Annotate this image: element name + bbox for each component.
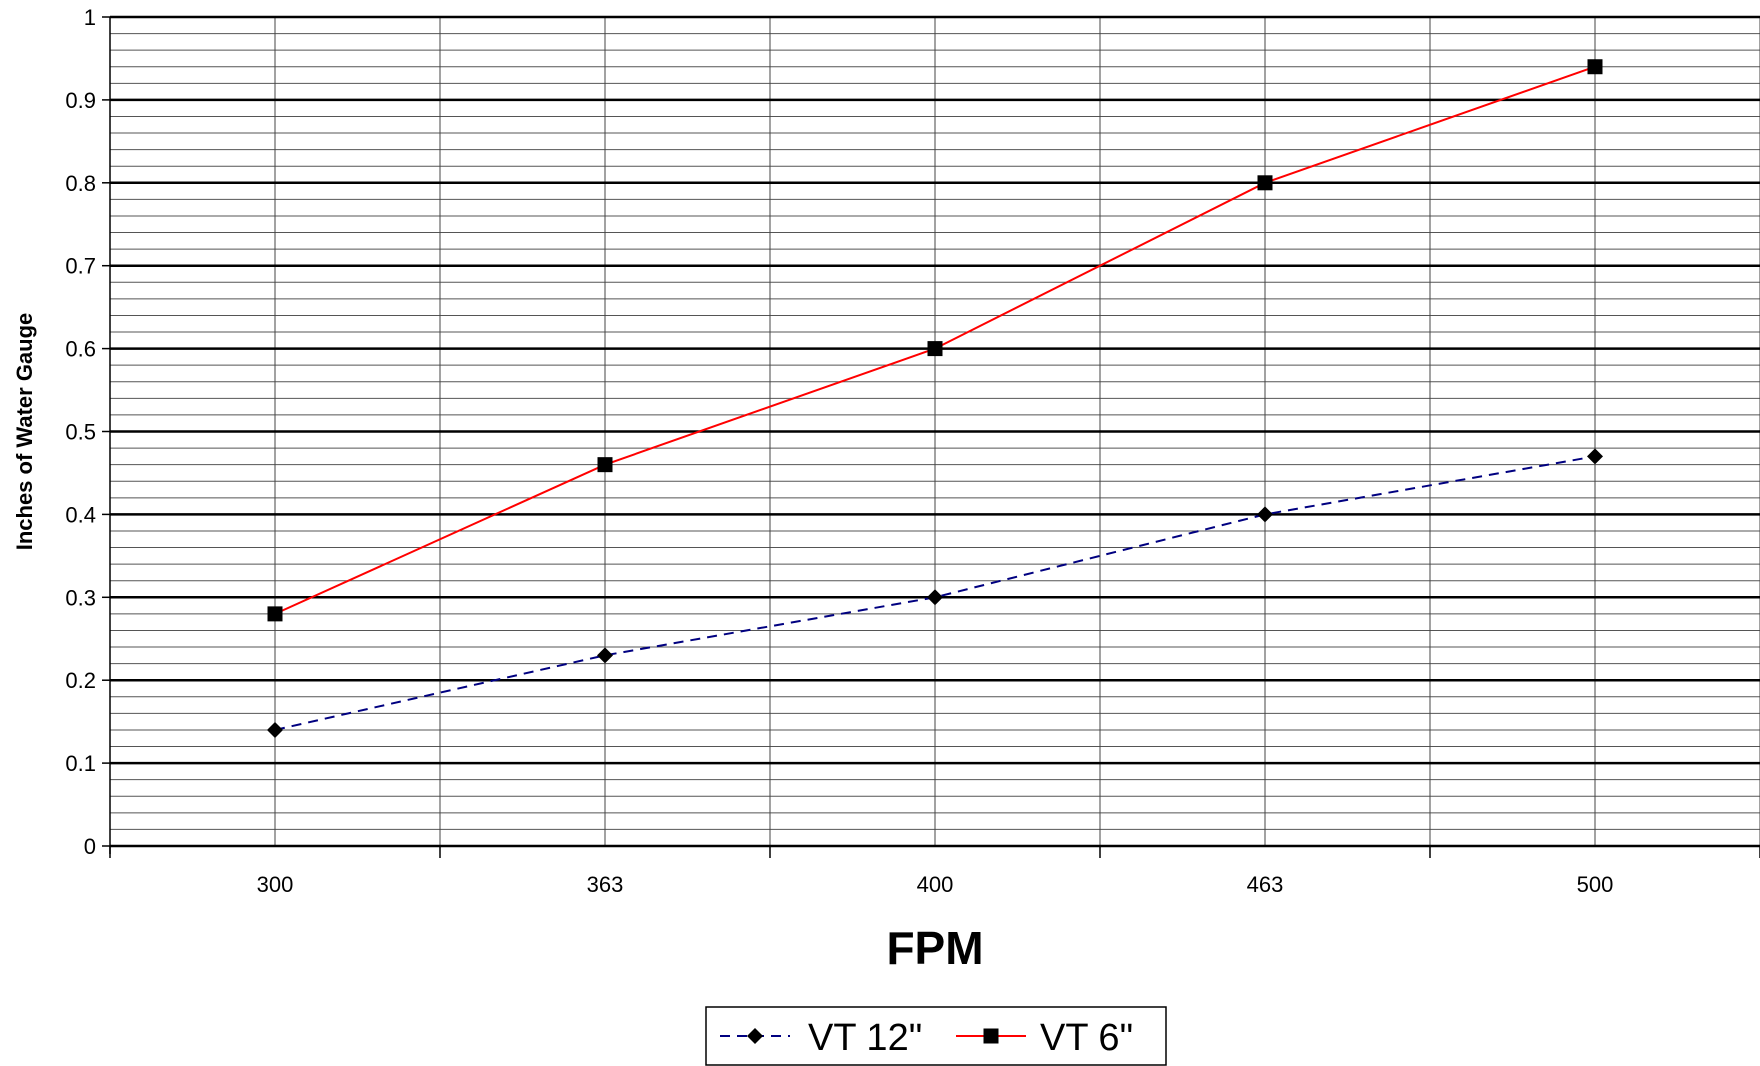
x-tick-label: 363	[587, 872, 624, 897]
data-point-square	[597, 457, 613, 473]
x-tick-label: 400	[917, 872, 954, 897]
y-tick-label: 0	[84, 834, 96, 859]
legend-entry-vt-6: VT 6"	[956, 1017, 1133, 1059]
legend-label-vt-12: VT 12"	[808, 1017, 922, 1059]
legend-marker-square-icon	[983, 1028, 999, 1044]
y-tick-label: 0.2	[65, 668, 96, 693]
data-point-square	[1257, 175, 1273, 191]
y-tick-label: 0.6	[65, 337, 96, 362]
y-tick-label: 0.4	[65, 502, 96, 527]
data-point-square	[267, 606, 283, 622]
y-tick-label: 0.8	[65, 171, 96, 196]
data-point-diamond	[1587, 448, 1603, 465]
x-tick-label: 463	[1247, 872, 1284, 897]
y-tick-label: 1	[84, 5, 96, 30]
legend: VT 12" VT 6"	[705, 1006, 1167, 1066]
data-point-square	[927, 341, 943, 357]
axes	[102, 16, 1760, 858]
x-axis-title: FPM	[886, 922, 983, 974]
y-tick-label: 0.9	[65, 88, 96, 113]
data-point-square	[1587, 59, 1603, 75]
data-point-diamond	[1257, 506, 1273, 523]
y-axis-title: Inches of Water Gauge	[12, 313, 37, 551]
legend-marker-diamond-icon	[747, 1028, 763, 1044]
y-tick-label: 0.5	[65, 420, 96, 445]
legend-box	[705, 1006, 1167, 1066]
y-tick-label: 0.1	[65, 751, 96, 776]
series-line-0	[274, 455, 1596, 731]
x-tick-label: 500	[1577, 872, 1614, 897]
data-point-diamond	[597, 647, 613, 664]
x-tick-label: 300	[257, 872, 294, 897]
legend-label-vt-6: VT 6"	[1040, 1017, 1133, 1059]
y-tick-label: 0.7	[65, 254, 96, 279]
data-point-diamond	[927, 589, 943, 606]
grid	[110, 15, 1760, 848]
data-point-diamond	[267, 721, 283, 738]
legend-entry-vt-12: VT 12"	[720, 1017, 922, 1059]
tick-labels: 0 0.1 0.2 0.3 0.4 0.5 0.6 0.7 0.8 0.9 1 300 363 400 46…	[65, 5, 1613, 897]
series-group	[267, 59, 1603, 738]
y-tick-label: 0.3	[65, 585, 96, 610]
